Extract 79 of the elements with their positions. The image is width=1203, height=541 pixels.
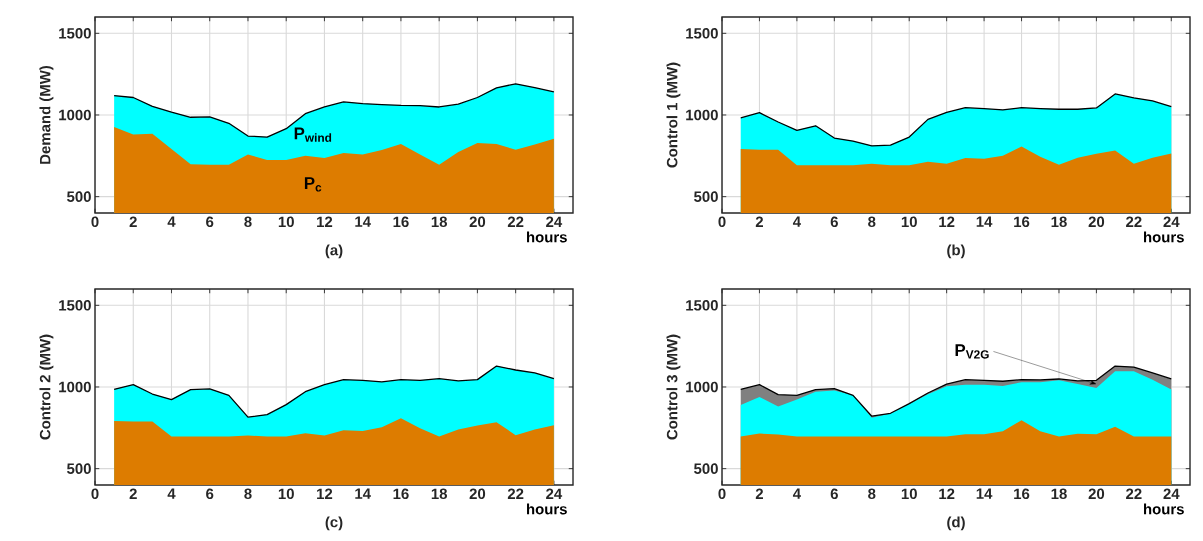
- x-tick-label: 20: [1088, 216, 1105, 228]
- x-tick-label: 22: [1126, 488, 1142, 499]
- x-tick-label: 10: [901, 216, 917, 228]
- text: (a): [325, 244, 343, 259]
- y-tick-label: 1000: [59, 109, 91, 121]
- x-tick-label: 24: [546, 216, 563, 227]
- x-axis-title: hours: [1144, 231, 1184, 243]
- y-tick-label: 1500: [686, 300, 718, 311]
- y-axis-title: Control 3 (MW): [666, 334, 681, 440]
- x-tick-label: 10: [901, 488, 917, 500]
- x-tick-label: 8: [868, 488, 876, 500]
- x-tick-label: 10: [278, 216, 294, 228]
- x-tick-label: 20: [469, 488, 486, 500]
- x-tick-label: 14: [976, 488, 993, 499]
- x-tick-label: 2: [755, 216, 763, 227]
- y-tick-label: 500: [67, 191, 91, 202]
- y-tick-label: 500: [67, 463, 91, 474]
- x-axis-title: hours: [1144, 503, 1184, 515]
- text: (b): [947, 244, 965, 259]
- x-tick-label: 24: [1163, 216, 1180, 227]
- x-tick-label: 6: [830, 216, 838, 228]
- series-label: P$_{V2G}$: [955, 344, 989, 359]
- x-tick-label: 22: [507, 216, 524, 227]
- x-tick-label: 12: [939, 216, 955, 227]
- x-axis-title: hours: [527, 231, 567, 243]
- x-tick-label: 16: [393, 216, 409, 228]
- x-tick-label: 18: [1051, 488, 1067, 500]
- x-tick-label: 8: [868, 216, 876, 228]
- x-tick-label: 2: [129, 216, 137, 227]
- x-tick-label: 0: [91, 216, 99, 228]
- x-tick-label: 6: [206, 488, 214, 500]
- y-tick-label: 1000: [686, 109, 718, 121]
- x-tick-label: 8: [244, 216, 252, 228]
- y-tick-label: 1000: [59, 381, 91, 393]
- x-tick-label: 0: [91, 488, 99, 500]
- x-tick-label: 18: [431, 216, 448, 228]
- x-tick-label: 22: [1126, 216, 1142, 227]
- text: (c): [325, 516, 343, 531]
- x-tick-label: 2: [755, 488, 763, 499]
- x-tick-label: 4: [167, 216, 176, 227]
- x-tick-label: 0: [718, 216, 726, 228]
- series-label: P$_{c}$: [304, 177, 322, 192]
- x-tick-label: 18: [1051, 216, 1067, 228]
- x-tick-label: 16: [393, 488, 409, 500]
- y-tick-label: 1500: [59, 28, 91, 39]
- y-tick-label: 1500: [686, 28, 718, 39]
- y-tick-label: 1000: [686, 381, 718, 393]
- x-tick-label: 12: [317, 488, 333, 499]
- y-tick-label: 500: [694, 191, 718, 202]
- series-label: P$_{wind}$: [294, 127, 332, 142]
- x-tick-label: 14: [355, 216, 371, 227]
- x-tick-label: 12: [317, 216, 333, 227]
- x-tick-label: 20: [1088, 488, 1105, 500]
- y-tick-label: 1500: [59, 300, 91, 311]
- x-tick-label: 10: [278, 488, 294, 500]
- y-tick-label: 500: [694, 463, 718, 474]
- x-tick-label: 4: [792, 488, 801, 499]
- x-tick-label: 14: [976, 216, 993, 227]
- y-axis-title: Control 1 (MW): [666, 62, 681, 168]
- x-tick-label: 6: [830, 488, 838, 500]
- x-tick-label: 4: [792, 216, 801, 227]
- x-tick-label: 8: [244, 488, 252, 500]
- x-tick-label: 22: [507, 488, 524, 499]
- x-tick-label: 20: [469, 216, 486, 228]
- text: (d): [947, 516, 965, 531]
- x-tick-label: 18: [431, 488, 448, 500]
- x-tick-label: 14: [355, 488, 371, 499]
- y-axis-title: Demand (MW): [39, 65, 54, 164]
- x-axis-title: hours: [527, 503, 567, 515]
- x-tick-label: 16: [1014, 216, 1030, 228]
- x-tick-label: 4: [167, 488, 176, 499]
- x-tick-label: 2: [129, 488, 137, 499]
- x-tick-label: 12: [939, 488, 955, 499]
- x-tick-label: 6: [206, 216, 214, 228]
- x-tick-label: 16: [1014, 488, 1030, 500]
- x-tick-label: 0: [718, 488, 726, 500]
- x-tick-label: 24: [1163, 488, 1180, 499]
- y-axis-title: Control 2 (MW): [39, 334, 54, 440]
- x-tick-label: 24: [546, 488, 563, 499]
